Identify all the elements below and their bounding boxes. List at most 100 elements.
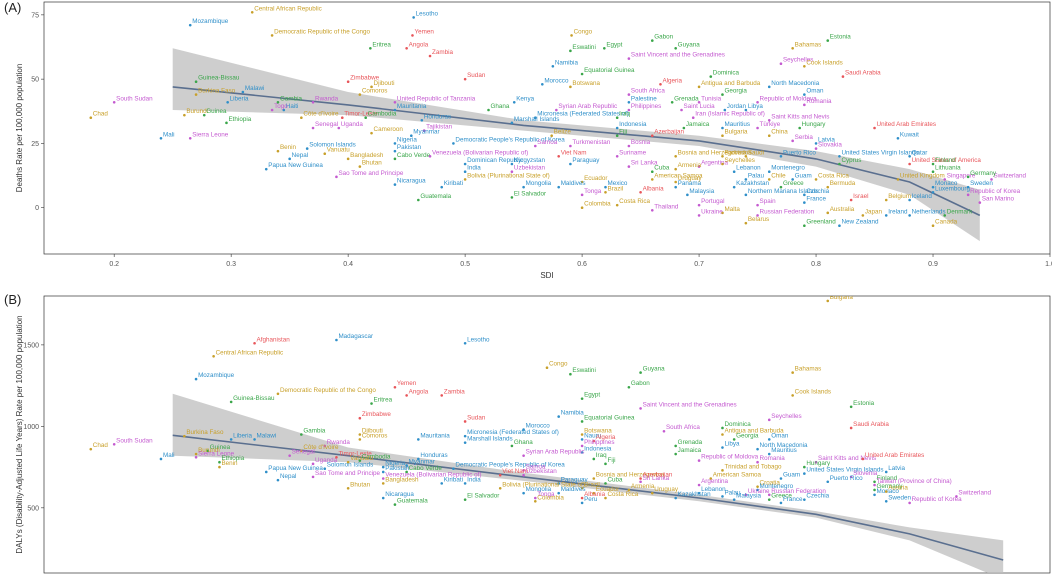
panel-a-point-label: Papua New Guinea	[268, 162, 323, 169]
panel-b-data-point	[756, 485, 759, 488]
panel-a-data-point	[300, 116, 303, 120]
panel-a-point-label: Bahamas	[795, 41, 822, 48]
panel-a-data-point	[557, 185, 560, 189]
panel-a-data-point	[241, 90, 245, 94]
panel-b-point-label: United States Virgin Islands	[806, 467, 883, 474]
panel-b-point-label: Myanmar	[409, 458, 435, 465]
panel-a-point-label: Djibouti	[374, 80, 395, 87]
panel-a-data-point	[580, 72, 584, 76]
panel-a-point-label: Seychelles	[724, 157, 754, 164]
panel-a-point-label: Mexico	[607, 180, 627, 187]
panel-b-data-point	[639, 480, 642, 484]
panel-a-point-label: Guinea	[206, 108, 227, 115]
panel-a-data-point	[908, 198, 911, 202]
panel-b-point-label: Cuba	[607, 476, 623, 483]
panel-b-data-point	[803, 465, 806, 469]
panel-a-data-point	[826, 39, 830, 42]
panel-b-point-label: Sudan	[467, 414, 486, 421]
panel-a-data-point	[814, 147, 818, 150]
panel-b-point-label: Indonesia	[584, 445, 612, 452]
panel-a-point-label: Suriname	[619, 149, 646, 156]
panel-a-point-label: Germany	[970, 170, 997, 177]
panel-a-point-label: United Kingdom	[900, 172, 945, 179]
panel-b-data-point	[873, 493, 876, 497]
panel-b-point-label: India	[467, 476, 481, 483]
panel-b-point-label: Samoa	[526, 463, 546, 470]
panel-a-data-point	[627, 165, 631, 168]
panel-b-point-label: Senegal	[292, 449, 315, 456]
panel-a-data-point	[452, 142, 455, 145]
panel-b-data-point	[627, 385, 631, 389]
panel-a-point-label: Ukraine	[701, 208, 723, 215]
panel-b-point-label: Lebanon	[701, 486, 726, 493]
panel-a-data-point	[270, 34, 274, 37]
panel-a-data-point	[428, 54, 432, 58]
panel-a-data-point	[721, 211, 724, 215]
panel-b-data-point	[323, 444, 327, 448]
panel-a-point-label: Ireland	[888, 208, 908, 215]
panel-b-point-label: Benin	[221, 460, 238, 467]
panel-b-point-label: Angola	[409, 388, 429, 395]
panel-a-point-label: Mauritius	[724, 121, 750, 128]
panel-b-point-label: Tonga	[537, 491, 555, 498]
panel-a-point-label: Venezuela (Bolivarian Republic of)	[432, 149, 528, 156]
panel-b-data-point	[452, 467, 455, 471]
panel-b-point-label: Philippines	[584, 439, 614, 446]
panel-a-point-label: Palestine	[631, 95, 657, 102]
panel-b-data-point	[767, 498, 771, 501]
panel-b-data-point	[194, 452, 198, 456]
panel-b-point-label: Vanuatu	[350, 455, 373, 462]
panel-b-data-point	[849, 475, 853, 479]
panel-b-data-point	[89, 447, 93, 451]
scatter-plot-a: 0 25 50 75 0.2 0.3 0.4 0.5 0.6 0.7 0.8 0.9 1.0 SDI Dea…	[15, 1, 1052, 280]
panel-a-data-point	[814, 178, 818, 181]
panel-b-point-label: Yemen	[397, 380, 417, 387]
panel-a-data-point	[615, 203, 619, 207]
panel-a-point-label: Uzbekistan	[514, 165, 546, 172]
panel-a-point-label: Mozambique	[192, 18, 229, 25]
panel-b-data-point	[569, 372, 572, 376]
panel-a-point-label: Haiti	[286, 103, 299, 110]
panel-b-point-label: Bangladesh	[385, 476, 419, 483]
panel-b-data-point	[358, 438, 362, 441]
panel-a-data-point	[550, 134, 553, 138]
panel-a-point-label: Bangladesh	[350, 152, 384, 159]
panel-a-point-label: Türkiye	[760, 121, 781, 128]
panel-a-point-label: Tunisia	[701, 95, 722, 102]
panel-b-data-point	[218, 460, 221, 464]
panel-a-data-point	[604, 190, 607, 194]
panel-a-data-point	[463, 77, 467, 81]
panel-a-point-label: Kuwait	[900, 131, 919, 138]
panel-a-point-label: Zambia	[432, 49, 453, 56]
panel-a-point-label: United States Virgin Islands	[841, 149, 918, 156]
panel-a-xtick-label: 1.0	[1045, 261, 1052, 268]
panel-a-data-point	[510, 121, 514, 125]
panel-a-point-label: Rwanda	[315, 95, 339, 102]
panel-b-point-label: Comoros	[362, 432, 388, 439]
panel-b-data-point	[393, 503, 397, 506]
panel-b-point-label: Zambia	[444, 388, 465, 395]
panel-b-data-point	[522, 428, 525, 431]
panel-a-data-point	[697, 214, 701, 217]
panel-a-data-point	[709, 75, 713, 78]
panel-a-point-label: Nepal	[292, 152, 308, 159]
panel-a-data-point	[551, 64, 555, 68]
panel-b-point-label: Nigeria	[385, 460, 405, 467]
panel-b-point-label: Mauritius	[771, 447, 797, 454]
panel-a-point-label: Namibia	[555, 59, 579, 66]
panel-a-point-label: Mauritania	[397, 103, 427, 110]
panel-a-data-point	[721, 126, 724, 130]
panel-a-data-point	[183, 113, 186, 117]
panel-b-point-label: Switzerland	[958, 489, 991, 496]
panel-b-point-label: Guinea	[210, 444, 231, 451]
panel-a-point-label: Kiribati	[444, 180, 463, 187]
panel-b-point-label: Monaco	[877, 488, 900, 495]
panel-a-data-point	[791, 178, 794, 181]
panel-b-data-point	[721, 433, 724, 436]
panel-b-data-point	[580, 397, 584, 400]
panel-a-data-point	[721, 93, 724, 96]
panel-a-data-point	[686, 193, 689, 197]
panel-b-data-point	[229, 438, 233, 441]
panel-a-data-point	[691, 116, 695, 120]
panel-a-data-point	[978, 201, 982, 204]
